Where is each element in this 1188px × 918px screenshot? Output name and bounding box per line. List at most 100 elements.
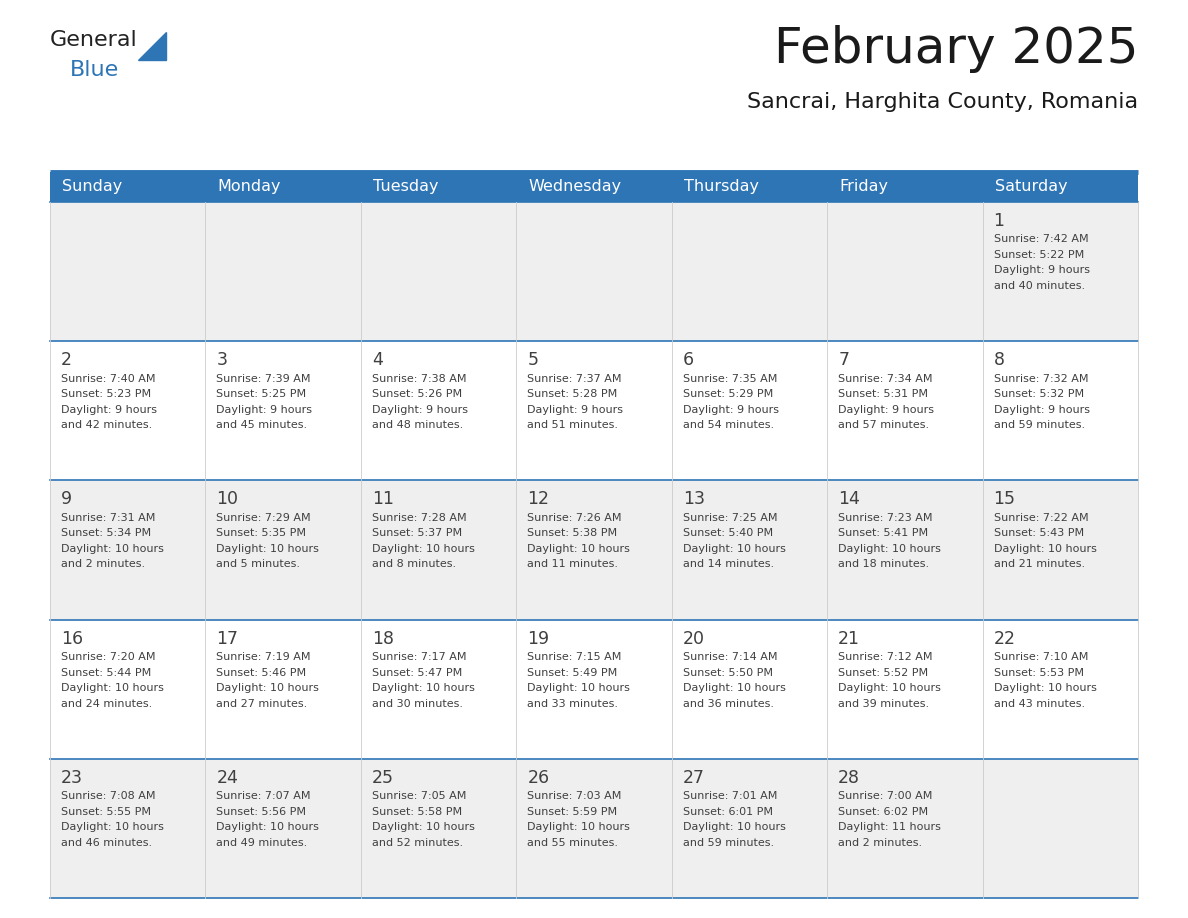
Text: Sunrise: 7:05 AM: Sunrise: 7:05 AM (372, 791, 466, 801)
Text: Daylight: 10 hours: Daylight: 10 hours (372, 543, 475, 554)
Text: 17: 17 (216, 630, 239, 647)
Text: 11: 11 (372, 490, 394, 509)
Text: 9: 9 (61, 490, 72, 509)
Text: 28: 28 (839, 768, 860, 787)
Text: Sunset: 5:37 PM: Sunset: 5:37 PM (372, 529, 462, 538)
Text: 2: 2 (61, 352, 72, 369)
Text: and 59 minutes.: and 59 minutes. (683, 838, 773, 848)
Text: 16: 16 (61, 630, 83, 647)
Text: Daylight: 10 hours: Daylight: 10 hours (61, 683, 164, 693)
Text: Daylight: 9 hours: Daylight: 9 hours (216, 405, 312, 415)
Text: and 52 minutes.: and 52 minutes. (372, 838, 463, 848)
Text: and 55 minutes.: and 55 minutes. (527, 838, 618, 848)
Bar (50, 172, 1138, 202)
Text: 21: 21 (839, 630, 860, 647)
Text: Sunrise: 7:22 AM: Sunrise: 7:22 AM (993, 513, 1088, 523)
Text: Daylight: 10 hours: Daylight: 10 hours (839, 543, 941, 554)
Text: 14: 14 (839, 490, 860, 509)
Text: and 5 minutes.: and 5 minutes. (216, 559, 301, 569)
Text: Sunrise: 7:19 AM: Sunrise: 7:19 AM (216, 652, 311, 662)
Text: Daylight: 9 hours: Daylight: 9 hours (839, 405, 934, 415)
Text: Daylight: 9 hours: Daylight: 9 hours (372, 405, 468, 415)
Text: Sunrise: 7:34 AM: Sunrise: 7:34 AM (839, 374, 933, 384)
Text: Monday: Monday (217, 180, 280, 195)
Text: Sunrise: 7:15 AM: Sunrise: 7:15 AM (527, 652, 621, 662)
Text: Daylight: 11 hours: Daylight: 11 hours (839, 823, 941, 833)
Text: Sunset: 5:35 PM: Sunset: 5:35 PM (216, 529, 307, 538)
Text: Sunrise: 7:40 AM: Sunrise: 7:40 AM (61, 374, 156, 384)
Text: Daylight: 10 hours: Daylight: 10 hours (683, 543, 785, 554)
Polygon shape (138, 32, 166, 60)
Text: Sunset: 5:49 PM: Sunset: 5:49 PM (527, 667, 618, 677)
Text: and 43 minutes.: and 43 minutes. (993, 699, 1085, 709)
Text: and 59 minutes.: and 59 minutes. (993, 420, 1085, 431)
Text: Daylight: 9 hours: Daylight: 9 hours (683, 405, 778, 415)
Text: Sunset: 5:31 PM: Sunset: 5:31 PM (839, 389, 928, 399)
Text: 1: 1 (993, 212, 1005, 230)
Text: Daylight: 10 hours: Daylight: 10 hours (683, 823, 785, 833)
Text: Sunset: 5:23 PM: Sunset: 5:23 PM (61, 389, 151, 399)
Bar (50, 480, 1138, 620)
Text: Sunset: 5:34 PM: Sunset: 5:34 PM (61, 529, 151, 538)
Text: and 27 minutes.: and 27 minutes. (216, 699, 308, 709)
Text: Sunrise: 7:10 AM: Sunrise: 7:10 AM (993, 652, 1088, 662)
Text: Sunrise: 7:07 AM: Sunrise: 7:07 AM (216, 791, 311, 801)
Text: Sunset: 6:01 PM: Sunset: 6:01 PM (683, 807, 772, 817)
Text: and 30 minutes.: and 30 minutes. (372, 699, 463, 709)
Text: 25: 25 (372, 768, 394, 787)
Text: Sunrise: 7:01 AM: Sunrise: 7:01 AM (683, 791, 777, 801)
Text: Sunrise: 7:38 AM: Sunrise: 7:38 AM (372, 374, 467, 384)
Text: Daylight: 10 hours: Daylight: 10 hours (61, 823, 164, 833)
Text: Wednesday: Wednesday (529, 180, 621, 195)
Text: and 8 minutes.: and 8 minutes. (372, 559, 456, 569)
Bar (50, 759, 1138, 898)
Text: 6: 6 (683, 352, 694, 369)
Text: Sunrise: 7:29 AM: Sunrise: 7:29 AM (216, 513, 311, 523)
Text: 3: 3 (216, 352, 227, 369)
Text: Sunset: 5:32 PM: Sunset: 5:32 PM (993, 389, 1083, 399)
Text: Sunset: 5:50 PM: Sunset: 5:50 PM (683, 667, 772, 677)
Text: 18: 18 (372, 630, 394, 647)
Text: Daylight: 10 hours: Daylight: 10 hours (61, 543, 164, 554)
Text: Daylight: 10 hours: Daylight: 10 hours (993, 683, 1097, 693)
Text: Sunset: 5:52 PM: Sunset: 5:52 PM (839, 667, 928, 677)
Text: February 2025: February 2025 (773, 25, 1138, 73)
Text: Sunrise: 7:26 AM: Sunrise: 7:26 AM (527, 513, 621, 523)
Text: Sunset: 5:56 PM: Sunset: 5:56 PM (216, 807, 307, 817)
Text: Sunrise: 7:39 AM: Sunrise: 7:39 AM (216, 374, 311, 384)
Text: Sunset: 5:43 PM: Sunset: 5:43 PM (993, 529, 1083, 538)
Bar (50, 202, 1138, 341)
Text: 20: 20 (683, 630, 704, 647)
Text: Sunset: 5:47 PM: Sunset: 5:47 PM (372, 667, 462, 677)
Text: 23: 23 (61, 768, 83, 787)
Text: Sunset: 5:41 PM: Sunset: 5:41 PM (839, 529, 928, 538)
Text: and 49 minutes.: and 49 minutes. (216, 838, 308, 848)
Text: Daylight: 9 hours: Daylight: 9 hours (527, 405, 624, 415)
Text: Sunset: 5:22 PM: Sunset: 5:22 PM (993, 250, 1083, 260)
Text: and 51 minutes.: and 51 minutes. (527, 420, 618, 431)
Text: Sunrise: 7:03 AM: Sunrise: 7:03 AM (527, 791, 621, 801)
Text: 27: 27 (683, 768, 704, 787)
Text: Daylight: 10 hours: Daylight: 10 hours (683, 683, 785, 693)
Text: Daylight: 10 hours: Daylight: 10 hours (216, 543, 320, 554)
Text: Sunset: 5:38 PM: Sunset: 5:38 PM (527, 529, 618, 538)
Text: Sunrise: 7:08 AM: Sunrise: 7:08 AM (61, 791, 156, 801)
Text: and 21 minutes.: and 21 minutes. (993, 559, 1085, 569)
Text: Daylight: 10 hours: Daylight: 10 hours (993, 543, 1097, 554)
Text: 22: 22 (993, 630, 1016, 647)
Text: 8: 8 (993, 352, 1005, 369)
Text: Sunday: Sunday (62, 180, 122, 195)
Text: Blue: Blue (70, 60, 119, 80)
Text: Sunset: 5:53 PM: Sunset: 5:53 PM (993, 667, 1083, 677)
Text: Daylight: 10 hours: Daylight: 10 hours (216, 683, 320, 693)
Text: Sunset: 5:29 PM: Sunset: 5:29 PM (683, 389, 773, 399)
Text: Sunset: 5:40 PM: Sunset: 5:40 PM (683, 529, 773, 538)
Text: Saturday: Saturday (994, 180, 1067, 195)
Text: and 57 minutes.: and 57 minutes. (839, 420, 929, 431)
Text: Sunrise: 7:20 AM: Sunrise: 7:20 AM (61, 652, 156, 662)
Text: General: General (50, 30, 138, 50)
Text: and 14 minutes.: and 14 minutes. (683, 559, 773, 569)
Text: Sunrise: 7:37 AM: Sunrise: 7:37 AM (527, 374, 621, 384)
Text: Sunrise: 7:31 AM: Sunrise: 7:31 AM (61, 513, 156, 523)
Text: 7: 7 (839, 352, 849, 369)
